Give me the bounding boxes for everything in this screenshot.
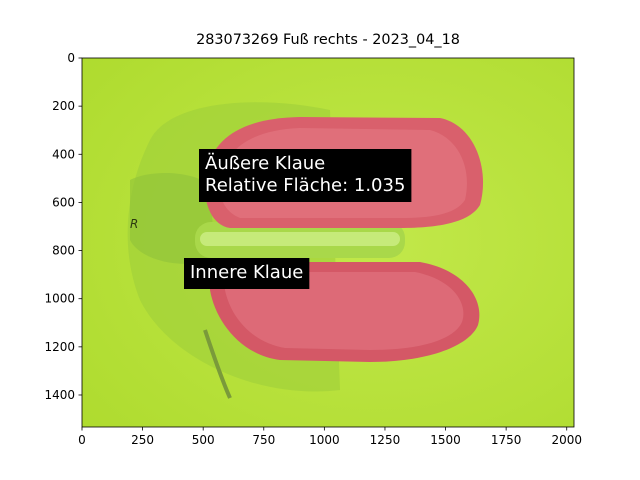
annotation-box bbox=[199, 149, 412, 202]
annotation-box bbox=[184, 258, 310, 289]
annotation: Innere Klaue bbox=[184, 258, 310, 289]
x-tick-label: 500 bbox=[192, 433, 215, 447]
y-tick-label: 1400 bbox=[44, 388, 75, 402]
y-tick-label: 1200 bbox=[44, 340, 75, 354]
axes-frame bbox=[81, 57, 575, 428]
x-tick-label: 1250 bbox=[370, 433, 401, 447]
chart-title: 283073269 Fuß rechts - 2023_04_18 bbox=[196, 32, 460, 48]
annotation-text: Äußere Klaue bbox=[205, 153, 325, 174]
x-tick-label: 1750 bbox=[491, 433, 522, 447]
y-tick-label: 1000 bbox=[44, 292, 75, 306]
y-tick-label: 400 bbox=[52, 147, 75, 161]
annotation-text: Innere Klaue bbox=[190, 262, 303, 283]
x-tick-label: 2000 bbox=[551, 433, 582, 447]
y-tick-label: 600 bbox=[52, 195, 75, 209]
annotation-text: Relative Fläche: 1.035 bbox=[205, 175, 405, 196]
x-tick-label: 250 bbox=[131, 433, 154, 447]
x-tick-label: 1000 bbox=[309, 433, 340, 447]
x-tick-label: 1500 bbox=[430, 433, 461, 447]
y-tick-label: 0 bbox=[67, 51, 75, 65]
x-tick-label: 750 bbox=[252, 433, 275, 447]
y-tick-label: 800 bbox=[52, 244, 75, 258]
photo: R bbox=[82, 58, 574, 427]
svg-text:R: R bbox=[130, 217, 138, 231]
x-tick-label: 0 bbox=[78, 433, 86, 447]
y-tick-label: 200 bbox=[52, 99, 75, 113]
